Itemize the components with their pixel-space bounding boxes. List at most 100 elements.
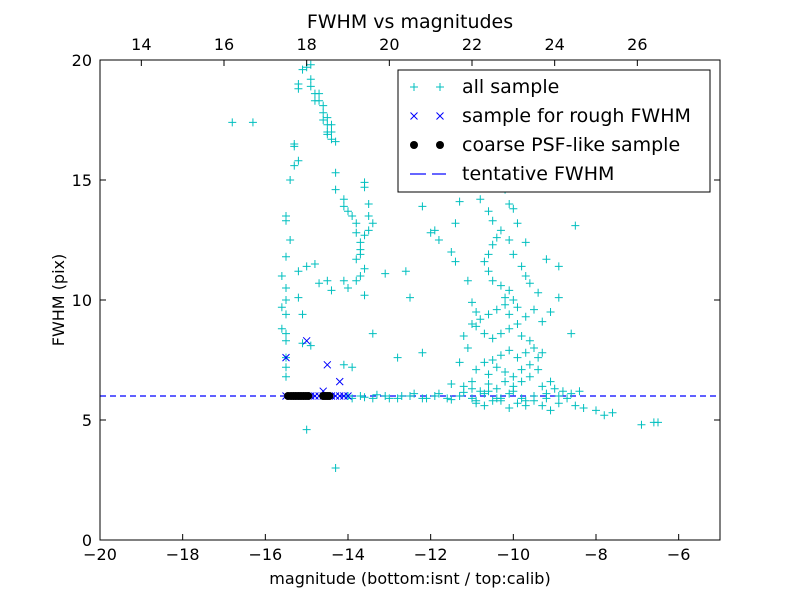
all-sample-point xyxy=(451,219,460,228)
all-sample-point xyxy=(554,392,563,400)
all-sample-point xyxy=(323,130,332,139)
all-sample-point xyxy=(513,320,522,328)
all-sample-point xyxy=(302,262,311,271)
all-sample-point xyxy=(331,137,340,146)
all-sample-point xyxy=(290,161,299,170)
all-sample-point xyxy=(294,267,303,276)
all-sample-point xyxy=(579,404,588,412)
top-tick-label: 20 xyxy=(379,35,399,54)
all-sample-point xyxy=(571,401,580,410)
all-sample-point xyxy=(558,387,567,396)
all-sample-point xyxy=(521,348,530,357)
all-sample-point xyxy=(534,365,543,374)
all-sample-point xyxy=(298,310,307,319)
all-sample-point xyxy=(501,368,510,376)
legend-label-psf-like: coarse PSF-like sample xyxy=(462,134,680,156)
all-sample-point xyxy=(476,315,485,324)
all-sample-point xyxy=(468,384,476,393)
all-sample-point xyxy=(364,226,373,235)
all-sample-point xyxy=(472,396,481,405)
all-sample-point xyxy=(381,269,390,278)
all-sample-point xyxy=(538,382,547,391)
all-sample-point xyxy=(480,358,489,367)
data-layer xyxy=(100,60,720,472)
all-sample-point xyxy=(364,200,373,208)
all-sample-point xyxy=(472,365,481,374)
all-sample-point xyxy=(455,392,464,400)
all-sample-point xyxy=(484,380,493,388)
all-sample-point xyxy=(505,310,514,319)
all-sample-point xyxy=(484,310,493,319)
legend-box xyxy=(397,69,711,193)
all-sample-point xyxy=(517,377,526,386)
all-sample-point xyxy=(513,303,522,312)
ticks-layer: −20 −18 −16 −14 −12 −10 −8 −6 0 5 10 15 20 14 16 18 20 22… xyxy=(72,35,720,564)
all-sample-point xyxy=(496,281,505,290)
all-sample-point xyxy=(513,219,522,228)
all-sample-point xyxy=(368,394,377,403)
all-sample-point xyxy=(501,377,510,386)
all-sample-point xyxy=(509,296,518,304)
all-sample-point xyxy=(327,135,336,144)
all-sample-point xyxy=(530,344,538,352)
all-sample-point xyxy=(492,305,501,314)
all-sample-point xyxy=(484,207,493,216)
all-sample-point xyxy=(455,358,464,367)
all-sample-point xyxy=(488,276,497,285)
all-sample-point xyxy=(484,267,493,276)
all-sample-point xyxy=(315,89,324,98)
all-sample-point xyxy=(505,200,514,208)
all-sample-point xyxy=(480,257,489,266)
all-sample-point xyxy=(538,401,547,410)
all-sample-point xyxy=(554,399,563,408)
all-sample-point xyxy=(575,387,584,396)
all-sample-point xyxy=(372,390,381,399)
all-sample-point xyxy=(286,176,295,184)
all-sample-point xyxy=(315,279,324,288)
all-sample-point xyxy=(468,298,476,307)
top-tick-label: 18 xyxy=(296,35,316,54)
all-sample-point xyxy=(331,464,340,472)
all-sample-point xyxy=(356,272,365,280)
all-sample-point xyxy=(509,250,518,259)
all-sample-point xyxy=(360,264,369,273)
all-sample-point xyxy=(637,420,646,429)
all-sample-point xyxy=(517,332,526,340)
all-sample-point xyxy=(406,293,414,302)
all-sample-point xyxy=(327,128,336,136)
x-tick-label: −6 xyxy=(667,545,691,564)
all-sample-point xyxy=(496,351,505,360)
top-tick-label: 26 xyxy=(627,35,647,54)
all-sample-point xyxy=(348,212,357,220)
all-sample-point xyxy=(302,425,311,434)
all-sample-point xyxy=(323,113,332,122)
all-sample-point xyxy=(538,317,547,326)
all-sample-point xyxy=(418,348,427,357)
all-sample-point xyxy=(356,250,365,259)
legend-marker-3-a xyxy=(410,141,418,149)
legend-label-tentative-fwhm: tentative FWHM xyxy=(462,163,614,185)
all-sample-point xyxy=(608,408,617,417)
all-sample-point xyxy=(488,216,497,225)
all-sample-point xyxy=(393,353,402,362)
all-sample-point xyxy=(480,329,489,338)
top-tick-label: 24 xyxy=(544,35,564,54)
all-sample-point xyxy=(468,394,476,403)
all-sample-point xyxy=(546,308,555,316)
all-sample-point xyxy=(410,389,419,398)
all-sample-point xyxy=(492,233,501,242)
all-sample-point xyxy=(492,384,501,393)
all-sample-point xyxy=(447,380,456,388)
all-sample-point xyxy=(356,392,365,400)
all-sample-point xyxy=(348,394,357,403)
all-sample-point xyxy=(513,353,522,362)
all-sample-point xyxy=(480,389,489,398)
all-sample-point xyxy=(294,156,303,165)
all-sample-point xyxy=(530,305,538,314)
all-sample-point xyxy=(554,293,563,302)
legend-markers xyxy=(410,83,446,175)
all-sample-point xyxy=(381,392,390,400)
all-sample-point xyxy=(306,60,315,69)
all-sample-point xyxy=(517,365,526,374)
